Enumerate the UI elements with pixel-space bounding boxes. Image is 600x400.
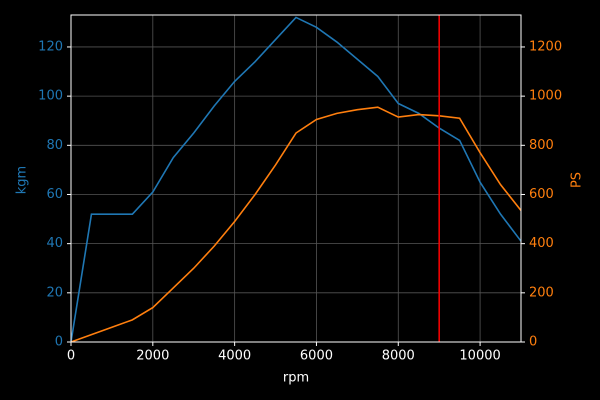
y2-tick-label: 1200: [529, 39, 562, 54]
series-line: [70, 16, 522, 343]
y-tick-label: 60: [46, 187, 63, 202]
x-axis-label: rpm: [283, 371, 309, 386]
y2-axis-label: PS: [570, 172, 585, 188]
x-tick-label: 2000: [136, 349, 169, 364]
series-line: [70, 106, 522, 343]
y2-tick-label: 200: [529, 285, 554, 300]
x-tick-label: 6000: [300, 349, 333, 364]
y-tick-label: 0: [55, 335, 63, 350]
y2-tick-label: 0: [529, 335, 537, 350]
x-tick-label: 4000: [218, 349, 251, 364]
x-tick-label: 10000: [459, 349, 500, 364]
y-tick-label: 40: [46, 236, 63, 251]
y-axis-label: kgm: [15, 166, 30, 194]
x-tick-label: 8000: [382, 349, 415, 364]
plot-frame: [70, 14, 522, 343]
x-tick-label: 0: [67, 349, 75, 364]
y-tick-label: 120: [38, 39, 63, 54]
y2-tick-label: 1000: [529, 89, 562, 104]
y2-tick-label: 400: [529, 236, 554, 251]
y-tick-label: 100: [38, 89, 63, 104]
y-tick-label: 20: [46, 285, 63, 300]
y2-tick-label: 800: [529, 138, 554, 153]
y2-tick-label: 600: [529, 187, 554, 202]
y-tick-label: 80: [46, 138, 63, 153]
